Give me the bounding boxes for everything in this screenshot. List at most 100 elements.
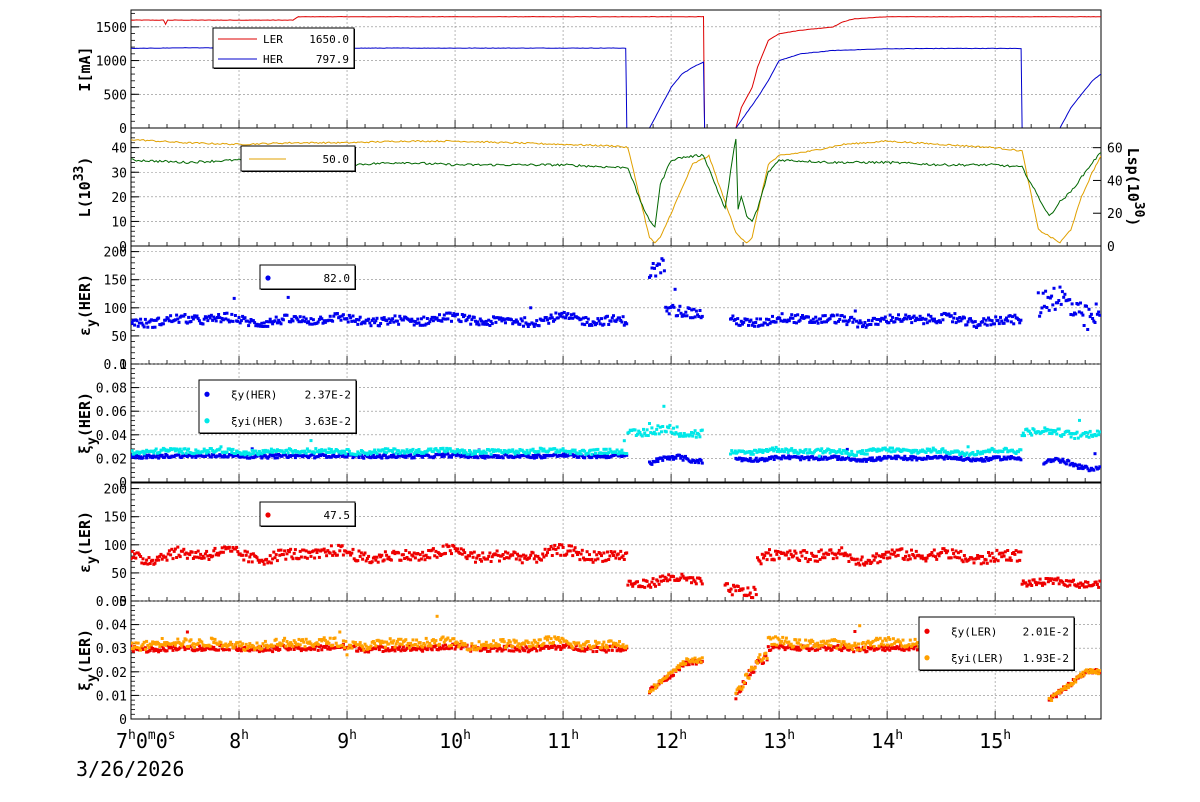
- data-point: [496, 550, 499, 553]
- legend-value: 50.0: [323, 153, 350, 166]
- data-point: [278, 648, 281, 651]
- data-point: [746, 586, 749, 589]
- data-point: [1057, 577, 1060, 580]
- y-tick-label: 0.03: [96, 642, 127, 657]
- data-point: [246, 551, 249, 554]
- data-point: [668, 424, 671, 427]
- data-point: [625, 452, 628, 455]
- data-point: [456, 313, 459, 316]
- data-point: [701, 429, 704, 432]
- y-tick-label: 200: [104, 483, 127, 498]
- data-point: [220, 641, 223, 644]
- data-point: [280, 549, 283, 552]
- series-points-0: [130, 543, 1102, 599]
- y-tick-label: 40: [111, 142, 127, 157]
- data-point: [305, 317, 308, 320]
- y-tick-label: 200: [104, 246, 127, 261]
- data-point: [757, 656, 760, 659]
- data-point: [979, 324, 982, 327]
- data-point: [263, 563, 266, 566]
- data-point: [416, 645, 419, 648]
- data-point: [287, 451, 290, 454]
- data-point: [551, 554, 554, 557]
- data-point: [1057, 299, 1060, 302]
- data-point: [426, 317, 429, 320]
- data-point: [580, 553, 583, 556]
- data-point: [610, 320, 613, 323]
- data-point: [169, 314, 172, 317]
- data-point: [832, 557, 835, 560]
- data-point: [536, 642, 539, 645]
- y-tick-label: 0.02: [96, 452, 127, 467]
- data-point: [592, 650, 595, 653]
- data-point: [228, 648, 231, 651]
- data-point: [139, 318, 142, 321]
- data-point: [1006, 549, 1009, 552]
- data-point: [181, 452, 184, 455]
- data-point: [432, 547, 435, 550]
- data-point: [658, 263, 661, 266]
- data-point: [358, 318, 361, 321]
- data-point: [577, 641, 580, 644]
- data-point: [238, 316, 241, 319]
- y2-tick-label: 60: [1107, 142, 1123, 157]
- data-point: [731, 593, 734, 596]
- data-point: [416, 318, 419, 321]
- data-point: [401, 643, 404, 646]
- y-axis-label: I[mA]: [76, 46, 94, 91]
- data-point: [891, 316, 894, 319]
- data-point: [882, 556, 885, 559]
- legend-box: 47.5: [260, 502, 356, 527]
- data-point: [596, 448, 599, 451]
- data-point: [148, 556, 151, 559]
- data-point: [974, 320, 977, 323]
- y2-tick-label: 0: [1107, 240, 1115, 255]
- data-point: [861, 449, 864, 452]
- data-point: [804, 557, 807, 560]
- data-point: [565, 553, 568, 556]
- data-point: [1062, 296, 1065, 299]
- data-point: [498, 644, 501, 647]
- data-point: [778, 317, 781, 320]
- data-point: [299, 315, 302, 318]
- data-point: [749, 457, 752, 460]
- data-point: [293, 648, 296, 651]
- data-point: [908, 554, 911, 557]
- data-point: [488, 552, 491, 555]
- data-point: [625, 322, 628, 325]
- data-point: [352, 315, 355, 318]
- data-point: [879, 560, 882, 563]
- data-point: [950, 556, 953, 559]
- data-point: [271, 650, 274, 653]
- data-point: [590, 324, 593, 327]
- data-point: [646, 428, 649, 431]
- data-point: [595, 650, 598, 653]
- data-point: [997, 559, 1000, 562]
- data-point: [546, 638, 549, 641]
- data-point: [521, 561, 524, 564]
- data-point: [622, 643, 625, 646]
- data-point: [1060, 303, 1063, 306]
- data-point: [1086, 581, 1089, 584]
- data-point: [352, 548, 355, 551]
- data-point: [1033, 428, 1036, 431]
- data-point: [155, 448, 158, 451]
- data-point: [275, 316, 278, 319]
- data-point: [694, 657, 697, 660]
- data-point: [672, 674, 675, 677]
- data-point: [1098, 314, 1101, 317]
- data-point: [400, 559, 403, 562]
- data-point: [446, 317, 449, 320]
- data-point: [861, 556, 864, 559]
- data-point: [805, 551, 808, 554]
- data-point: [600, 317, 603, 320]
- data-point: [172, 557, 175, 560]
- data-point: [132, 650, 135, 653]
- data-point: [244, 316, 247, 319]
- data-point: [186, 557, 189, 560]
- data-point: [1090, 313, 1093, 316]
- data-point: [792, 645, 795, 648]
- data-point: [656, 580, 659, 583]
- data-point: [1058, 582, 1061, 585]
